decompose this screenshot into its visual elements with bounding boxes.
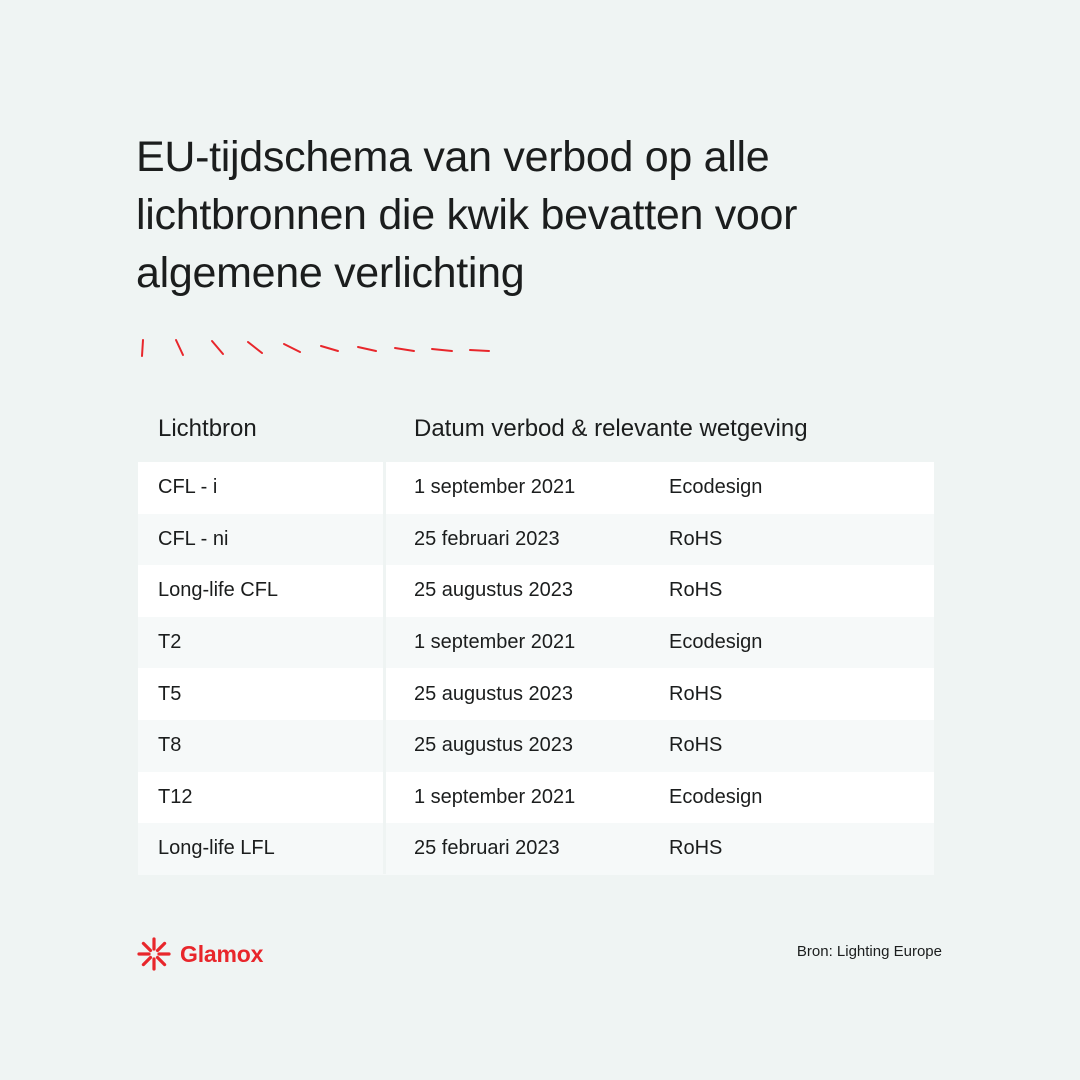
cell-light-source: T8 [158,734,182,757]
table-row: T2 1 september 2021 Ecodesign [138,616,934,669]
cell-light-source: Long-life LFL [158,837,275,860]
brand-logo: Glamox [136,936,263,972]
cell-legislation: RoHS [669,837,723,860]
glamox-starburst-icon [137,937,171,971]
column-header-source: Lichtbron [158,415,257,442]
table-row: CFL - ni 25 februari 2023 RoHS [138,513,934,566]
cell-light-source: T5 [158,682,182,705]
cell-legislation: Ecodesign [669,785,763,808]
page-title: EU-tijdschema van verbod op alle lichtbr… [136,133,798,297]
cell-legislation: RoHS [669,682,723,705]
cell-legislation: RoHS [669,734,723,757]
column-header-date-law: Datum verbod & relevante wetgeving [414,415,808,442]
cell-legislation: Ecodesign [669,476,763,499]
cell-ban-date: 25 augustus 2023 [414,682,574,705]
cell-ban-date: 25 februari 2023 [414,837,560,860]
ban-schedule-table: CFL - i 1 september 2021 Ecodesign CFL -… [138,462,934,875]
cell-ban-date: 25 augustus 2023 [414,579,574,602]
cell-ban-date: 1 september 2021 [414,631,576,654]
cell-ban-date: 25 augustus 2023 [414,734,574,757]
cell-ban-date: 25 februari 2023 [414,527,560,550]
cell-legislation: Ecodesign [669,631,763,654]
cell-light-source: CFL - ni [158,527,229,550]
table-row: T5 25 augustus 2023 RoHS [138,668,934,720]
cell-legislation: RoHS [669,579,723,602]
decorative-ticks-icon [141,339,490,357]
source-credit: Bron: Lighting Europe [796,943,942,960]
cell-ban-date: 1 september 2021 [414,785,576,808]
table-row: CFL - i 1 september 2021 Ecodesign [138,462,934,514]
table-row: Long-life CFL 25 augustus 2023 RoHS [138,565,934,617]
cell-light-source: T12 [158,785,193,808]
cell-light-source: CFL - i [158,476,218,499]
cell-light-source: Long-life CFL [158,579,279,602]
cell-legislation: RoHS [669,527,723,550]
brand-name: Glamox [180,940,264,967]
column-divider [383,462,386,874]
cell-light-source: T2 [158,631,182,654]
table-row: Long-life LFL 25 februari 2023 RoHS [138,823,934,875]
table-row: T12 1 september 2021 Ecodesign [138,771,934,824]
cell-ban-date: 1 september 2021 [414,476,576,499]
table-row: T8 25 augustus 2023 RoHS [138,719,934,772]
